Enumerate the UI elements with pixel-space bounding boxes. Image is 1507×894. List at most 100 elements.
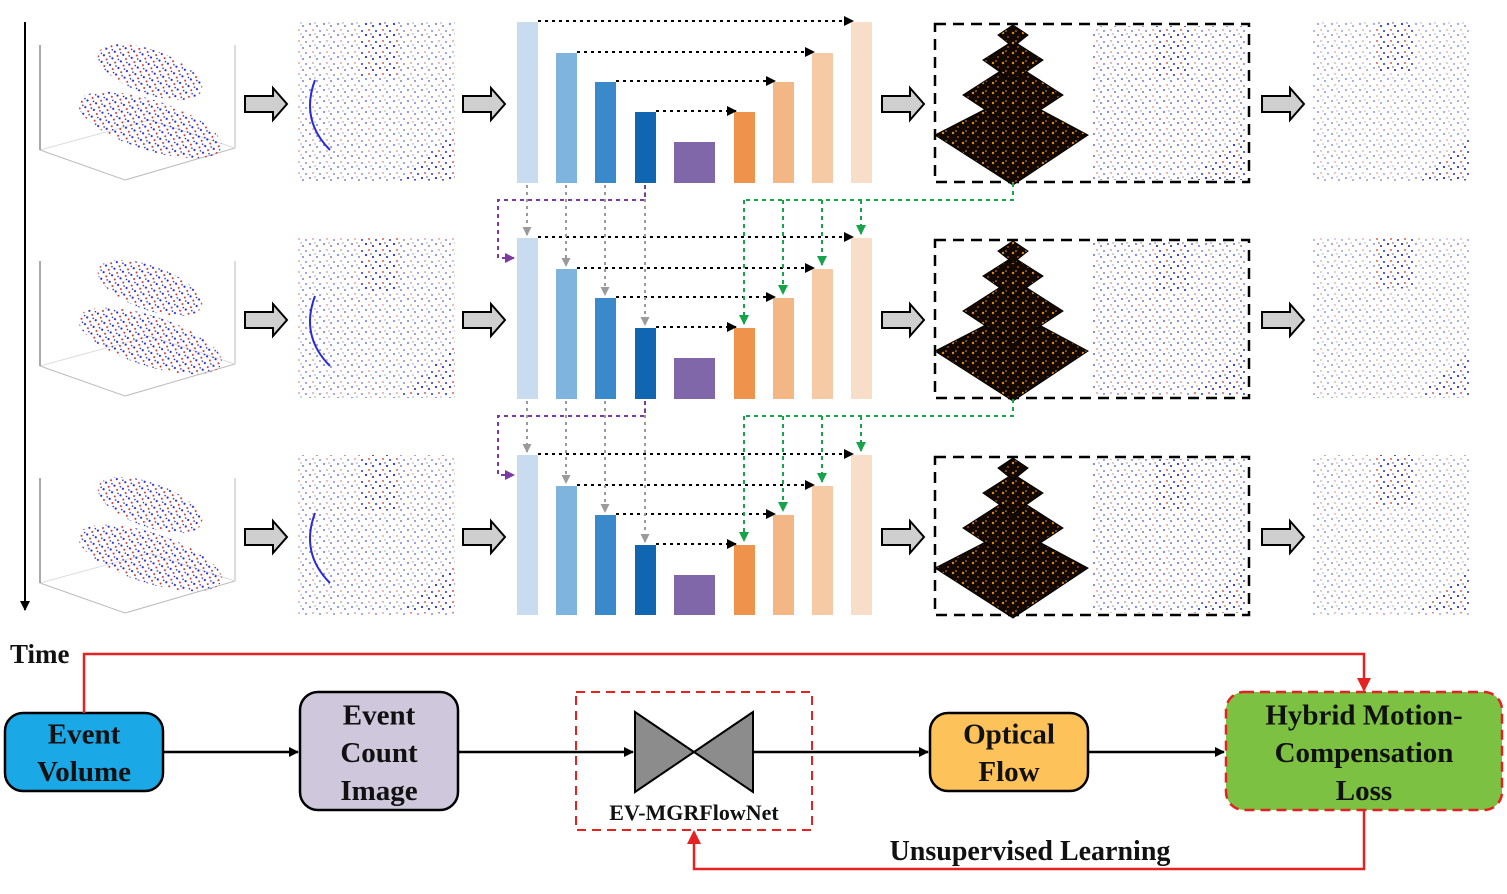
encoder-block-4 — [635, 328, 656, 399]
optical-flow-label-line: Optical — [963, 718, 1055, 750]
warped-image-building — [1155, 459, 1190, 509]
count-image-edge — [309, 79, 331, 151]
bottleneck-feedback-link — [497, 401, 646, 480]
flow-feedback-trunk — [744, 183, 1014, 201]
encoder-block-3 — [595, 298, 616, 399]
flow-pyramid-level-1 — [933, 527, 1089, 619]
compensated-image — [1313, 455, 1471, 615]
decoder-triangle-icon — [692, 710, 754, 794]
loss-label-line: Hybrid Motion- — [1265, 699, 1462, 731]
count-image-edge — [309, 512, 331, 584]
arrow-to-network — [462, 85, 507, 123]
count-image-corner — [400, 130, 455, 180]
flow-feedback-trunk — [744, 399, 1014, 417]
optical-flow-node: Optical Flow — [928, 711, 1090, 793]
event-volume-plot — [39, 477, 236, 614]
optical-flow-label-line: Flow — [978, 756, 1039, 788]
decoder-block-2 — [773, 82, 794, 183]
event-count-node: Event Count Image — [298, 690, 460, 812]
flownet-bars — [517, 232, 872, 399]
warped-image-building — [1155, 26, 1190, 76]
flow-pyramid-level-2 — [962, 278, 1064, 345]
encoder-block-4 — [635, 112, 656, 183]
event-cloud-lower — [78, 307, 222, 375]
row-2 — [39, 232, 1471, 402]
arrow-to-network — [462, 301, 507, 339]
bottleneck-block — [674, 142, 715, 183]
recurrent-links — [497, 183, 1014, 543]
event-volume-label-line: Event — [48, 718, 121, 750]
arrow-to-final-image — [1261, 85, 1306, 123]
event-count-label-line: Count — [340, 737, 418, 769]
count-image-corner — [400, 346, 455, 396]
encoder-block-2 — [556, 53, 577, 183]
bottleneck-block — [674, 358, 715, 399]
time-label: Time — [10, 639, 70, 669]
red-link-loss-to-network — [687, 810, 1366, 871]
network-node: EV-MGRFlowNet — [575, 691, 813, 831]
encoder-block-3 — [595, 82, 616, 183]
event-count-image — [297, 455, 455, 615]
warped-image-corner — [1190, 563, 1247, 613]
event-count-label: Event Count Image — [340, 699, 418, 806]
flownet-bars — [517, 449, 872, 615]
arrow-to-count-image — [244, 301, 289, 339]
row-3 — [39, 449, 1471, 619]
event-count-label-line: Event — [343, 699, 416, 731]
optical-flow-label: Optical Flow — [963, 718, 1055, 788]
time-axis: Time — [10, 22, 70, 669]
flow-pyramid-level-3 — [982, 40, 1044, 82]
arrow-to-flow-output — [881, 301, 926, 339]
compensated-image-corner — [1418, 135, 1471, 180]
compensated-image — [1313, 22, 1471, 182]
event-count-label-line: Image — [340, 775, 417, 807]
loss-label: Hybrid Motion- Compensation Loss — [1265, 699, 1462, 806]
decoder-block-2 — [773, 515, 794, 615]
decoder-block-2 — [773, 298, 794, 399]
event-cloud-upper — [97, 44, 203, 100]
flow-pyramid-level-4 — [997, 457, 1029, 481]
pipeline: Event Volume Event Count Image EV-MGRFlowNet O… — [3, 652, 1504, 871]
event-cloud-lower — [78, 91, 222, 159]
decoder-block-4 — [851, 22, 872, 183]
flow-output-frame — [933, 22, 1251, 186]
count-image-building — [360, 238, 400, 293]
unsupervised-learning-label: Unsupervised Learning — [890, 836, 1171, 867]
count-image-building — [360, 22, 400, 77]
loss-label-line: Loss — [1336, 775, 1392, 807]
count-image-building — [360, 455, 400, 510]
encoder-block-1 — [517, 22, 538, 183]
decoder-block-3 — [812, 486, 833, 615]
red-link-volume-to-loss — [82, 652, 1371, 713]
encoder-block-1 — [517, 455, 538, 615]
event-cloud-upper — [97, 260, 203, 316]
event-cloud-lower — [78, 524, 222, 592]
loss-label-line: Compensation — [1275, 737, 1454, 769]
output-dashed-frame — [933, 455, 1251, 617]
count-image-corner — [400, 563, 455, 613]
arrow-to-flow-output — [881, 85, 926, 123]
flownet-bars — [517, 16, 872, 183]
event-count-image — [297, 22, 455, 182]
flow-output-frame — [933, 455, 1251, 619]
network-dashed-frame — [575, 691, 813, 831]
pipeline-arrows: Unsupervised Learning — [82, 652, 1371, 871]
encoder-triangle-icon — [634, 710, 696, 794]
arrow-to-flow-output — [881, 518, 926, 556]
decoder-block-1 — [734, 545, 755, 615]
arrow-to-count-image — [244, 518, 289, 556]
compensated-image-corner — [1418, 568, 1471, 613]
arrow-to-final-image — [1261, 301, 1306, 339]
flow-output-frame — [933, 238, 1251, 402]
compensated-image-corner — [1418, 351, 1471, 396]
links-row-1-to-2 — [497, 183, 1014, 326]
flow-pyramid-level-2 — [962, 495, 1064, 562]
loss-node: Hybrid Motion- Compensation Loss — [1224, 690, 1504, 812]
warped-image-corner — [1190, 130, 1247, 180]
arrow-to-final-image — [1261, 518, 1306, 556]
decoder-block-1 — [734, 328, 755, 399]
arrow-to-count-image — [244, 85, 289, 123]
decoder-block-3 — [812, 53, 833, 183]
